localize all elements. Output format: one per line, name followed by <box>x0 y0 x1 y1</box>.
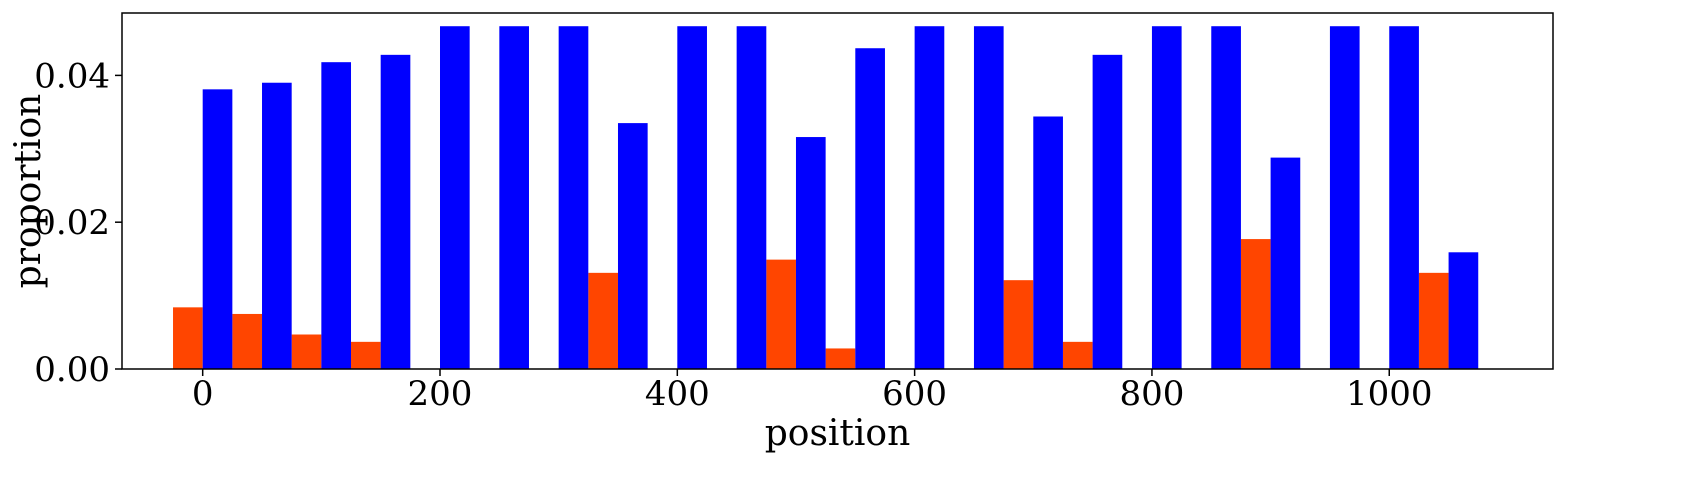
x-tick-label: 800 <box>1119 374 1184 414</box>
x-tick-label: 1000 <box>1346 374 1433 414</box>
blue-bar-150 <box>380 54 411 370</box>
plot-frame <box>121 12 1554 370</box>
x-axis-ticks: 0 200 400 600 800 1000 <box>192 369 1433 414</box>
x-tick-label: 600 <box>882 374 947 414</box>
blue-bar-400 <box>677 26 707 369</box>
orange-bar-900 <box>1240 239 1271 369</box>
blue-bar-50 <box>262 82 292 369</box>
blue-bar-500 <box>795 137 826 369</box>
x-axis-label: position <box>765 413 911 454</box>
orange-bar-50 <box>232 313 263 369</box>
blue-bar-800 <box>1151 26 1182 369</box>
x-tick-label: 400 <box>645 374 710 414</box>
y-tick-label: 0.00 <box>34 350 110 390</box>
blue-bar-850 <box>1211 26 1241 369</box>
blue-bar-250 <box>499 26 529 369</box>
x-tick-label: 0 <box>192 374 214 414</box>
y-tick-label: 0.04 <box>34 56 110 96</box>
orange-bar-1050 <box>1418 272 1449 369</box>
bars-layer <box>173 26 1479 370</box>
blue-bar-750 <box>1092 54 1123 370</box>
blue-bar-0 <box>202 89 233 370</box>
blue-bar-550 <box>855 48 885 369</box>
orange-bar-550 <box>825 348 856 369</box>
blue-bar-350 <box>617 123 648 370</box>
x-tick-label: 200 <box>408 374 473 414</box>
blue-bar-700 <box>1033 116 1063 369</box>
blue-bar-100 <box>321 62 352 369</box>
orange-bar-350 <box>588 272 618 369</box>
blue-bar-950 <box>1329 26 1360 369</box>
blue-bar-450 <box>736 26 767 369</box>
blue-bar-900 <box>1270 157 1301 369</box>
orange-bar-100 <box>291 334 322 369</box>
orange-bar-0 <box>173 307 203 369</box>
y-axis-label: proportion <box>8 94 49 289</box>
blue-bar-650 <box>973 26 1004 369</box>
blue-bar-600 <box>914 26 945 369</box>
blue-bar-300 <box>558 26 589 369</box>
orange-bar-500 <box>766 259 796 369</box>
blue-bar-1000 <box>1389 26 1419 369</box>
orange-bar-700 <box>1003 280 1034 369</box>
orange-bar-750 <box>1062 341 1093 369</box>
y-axis-ticks: 0.00 0.02 0.04 <box>34 56 122 390</box>
y-tick-label: 0.02 <box>34 203 110 243</box>
orange-bar-150 <box>351 341 381 369</box>
blue-bar-200 <box>440 26 470 369</box>
blue-bar-1050 <box>1448 252 1479 369</box>
